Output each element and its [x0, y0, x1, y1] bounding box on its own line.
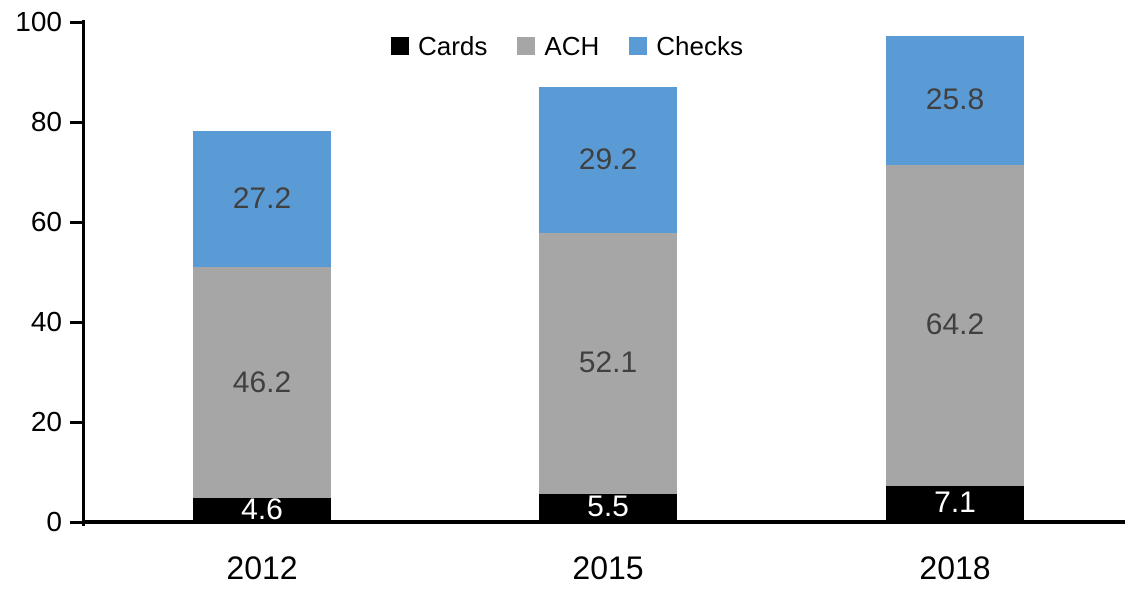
legend-label: ACH — [544, 31, 600, 61]
y-axis-line — [82, 20, 85, 526]
y-axis-tick — [70, 121, 82, 124]
legend-swatch-cards — [391, 37, 410, 55]
y-axis-tick — [70, 321, 82, 324]
data-label: 64.2 — [925, 308, 985, 341]
x-axis-line — [82, 520, 1125, 524]
bar-segment-ach-2012: 46.2 — [193, 267, 331, 498]
bar-segment-cards-2018: 7.1 — [886, 485, 1024, 521]
x-axis-category-label: 2015 — [572, 550, 644, 586]
y-axis-tick — [70, 221, 82, 224]
legend-item-checks: Checks — [629, 33, 743, 59]
bar-segment-checks-2018: 25.8 — [886, 35, 1024, 165]
y-axis-tick-label: 20 — [30, 406, 62, 437]
data-label: 4.6 — [241, 492, 283, 526]
legend: Cards ACH Checks — [0, 33, 1134, 59]
data-label: 27.2 — [232, 182, 292, 215]
bar-segment-ach-2018: 64.2 — [886, 164, 1024, 486]
legend-swatch-ach — [517, 37, 536, 55]
legend-item-cards: Cards — [391, 33, 487, 59]
legend-item-ach: ACH — [517, 33, 599, 59]
data-label: 25.8 — [925, 83, 985, 116]
legend-label: Cards — [418, 31, 488, 61]
y-axis-tick-label: 40 — [30, 306, 62, 337]
y-axis-tick — [70, 521, 82, 524]
y-axis-tick-label: 0 — [46, 506, 62, 537]
bar-segment-ach-2015: 52.1 — [539, 233, 677, 494]
data-label: 7.1 — [934, 486, 976, 520]
y-axis-tick-label: 60 — [30, 206, 62, 237]
bar-segment-checks-2012: 27.2 — [193, 131, 331, 267]
y-axis-tick — [70, 421, 82, 424]
data-label: 5.5 — [587, 490, 629, 524]
bar-segment-cards-2015: 5.5 — [539, 490, 677, 524]
bar-segment-checks-2015: 29.2 — [539, 87, 677, 233]
legend-label: Checks — [656, 31, 743, 61]
x-axis-category-label: 2012 — [226, 550, 298, 586]
data-label: 46.2 — [232, 365, 292, 399]
y-axis-tick-label: 100 — [15, 6, 62, 37]
data-label: 29.2 — [578, 143, 638, 176]
y-axis-tick-label: 80 — [30, 106, 62, 137]
bar-segment-cards-2012: 4.6 — [193, 494, 331, 524]
x-axis-category-label: 2018 — [919, 550, 991, 586]
y-axis-tick — [70, 21, 82, 24]
data-label: 52.1 — [578, 346, 638, 380]
legend-swatch-checks — [629, 37, 648, 55]
